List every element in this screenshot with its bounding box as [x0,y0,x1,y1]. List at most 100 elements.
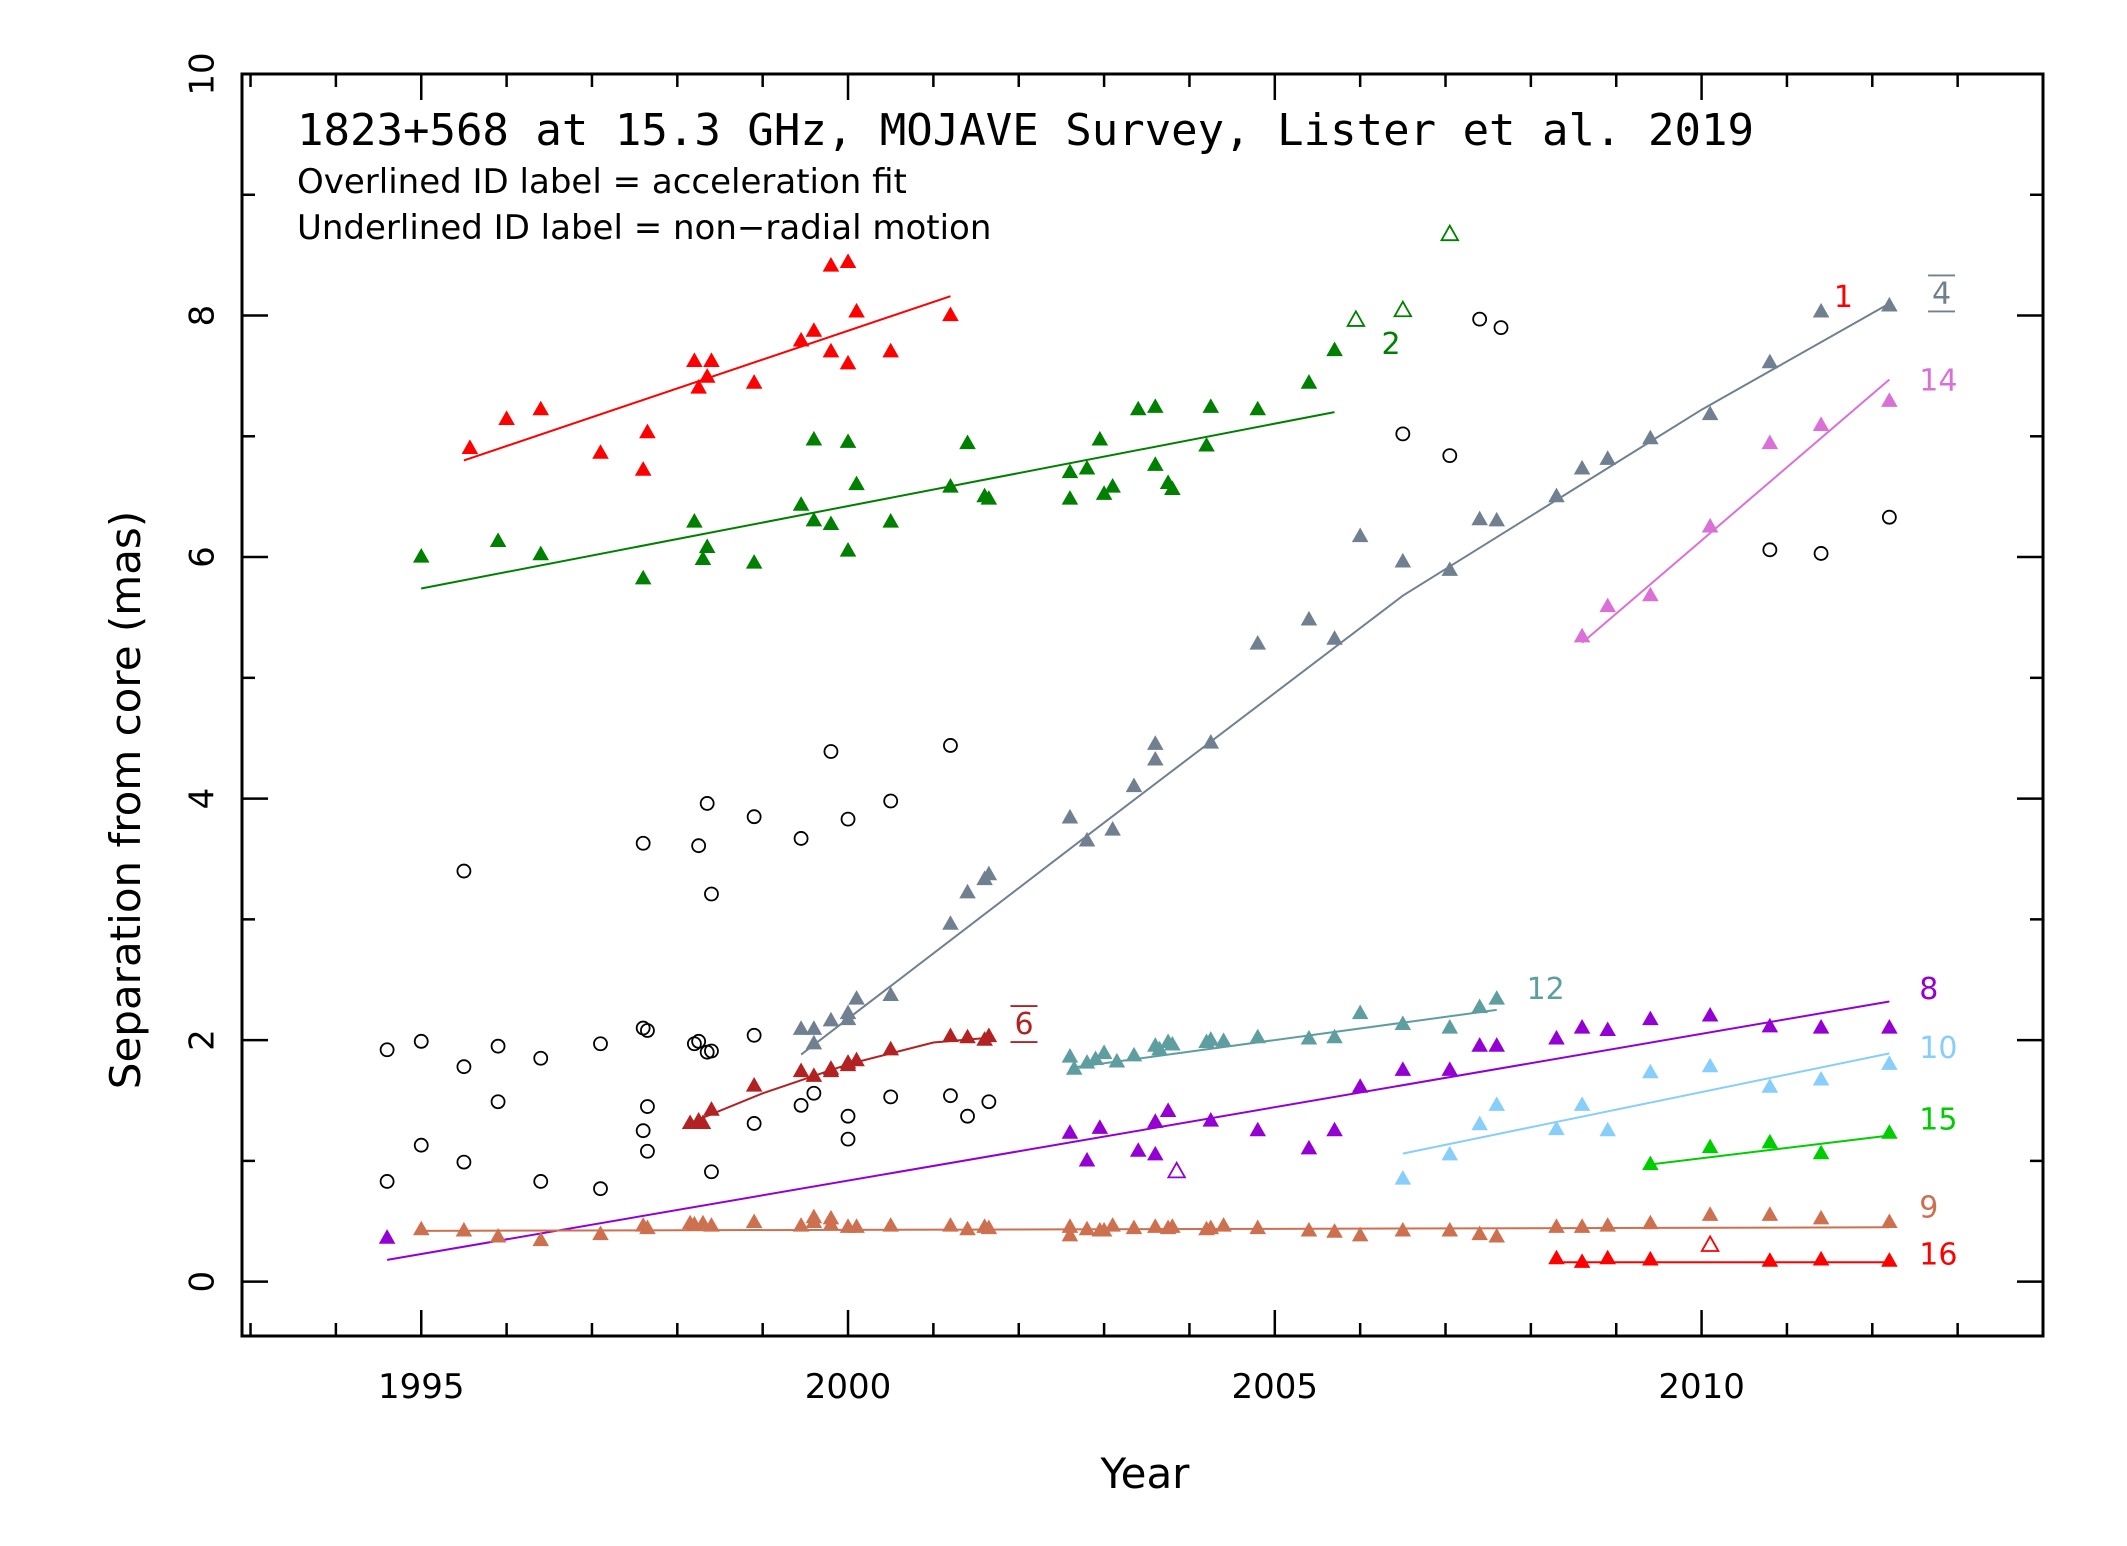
unassigned-point [533,1174,549,1189]
y-tick-label: 10 [183,52,223,95]
point-4 [1125,777,1143,793]
series-label-6: 6 [1014,1007,1033,1042]
point-4 [1441,561,1459,576]
x-tick-label: 2010 [1658,1367,1745,1407]
unassigned-point [840,1131,856,1147]
point-14 [1642,586,1659,602]
point-14 [1573,627,1591,643]
point-4 [792,1020,810,1035]
point-1 [703,352,720,368]
point-9 [1104,1217,1121,1232]
point-8 [1642,1010,1659,1026]
point-12 [1151,1040,1168,1056]
unassigned-point [840,1108,856,1124]
unassigned-point [1472,311,1488,327]
point-4 [959,883,976,899]
unassigned-point [746,809,762,825]
point-9 [1441,1221,1459,1237]
axis-ticks [242,72,2045,1336]
point-9 [1061,1218,1079,1233]
legend-note-nonradial: Underlined ID label = non−radial motion [297,208,991,248]
unassigned-point [640,1099,655,1114]
point-6 [805,1067,823,1082]
point-10 [1471,1115,1488,1131]
unassigned-point [806,1085,822,1101]
point-2 [1300,374,1318,389]
unassigned-point [793,831,809,846]
point-12 [1471,998,1488,1014]
series-label-4: 4 [1932,276,1951,311]
point-4 [1104,820,1121,836]
point-15 [1812,1144,1830,1160]
point-8 [378,1229,396,1244]
point-9 [848,1218,865,1233]
fit-line-15 [1650,1134,1890,1166]
point-8 [1249,1121,1267,1137]
point-9 [1573,1218,1591,1233]
point-15 [1881,1124,1898,1139]
point-10 [1394,1170,1412,1185]
point-9 [1642,1214,1659,1230]
point-4 [822,1011,840,1027]
point-6 [959,1028,976,1044]
unassigned-point [456,1059,472,1075]
point-2 [1198,436,1215,452]
point-14 [1599,597,1616,613]
point-10 [1488,1096,1506,1111]
x-tick-label: 2005 [1232,1367,1319,1407]
point-12 [1215,1032,1232,1047]
y-tick-label: 6 [183,546,223,568]
point-9 [1147,1218,1164,1233]
unassigned-point [840,811,856,827]
point-8 [1701,1006,1719,1022]
point-2 [489,532,507,547]
point-12 [1065,1060,1083,1075]
point-2 [686,513,703,528]
point-4 [1202,734,1220,749]
point-9 [882,1217,899,1232]
unassigned-point [640,1143,655,1159]
point-1 [639,423,656,439]
point-4 [1147,735,1164,750]
unassigned-point [883,1089,899,1105]
point-6 [848,1051,865,1067]
point-4 [1147,750,1164,766]
point-9 [1300,1221,1318,1237]
point-2 [1078,459,1096,475]
unassigned-point [379,1174,395,1189]
point-10 [1701,1057,1719,1073]
point-9 [805,1213,823,1229]
unassigned-point [746,1116,762,1131]
chart-title: 1823+568 at 15.3 GHz, MOJAVE Survey, Lis… [297,105,1754,156]
fit-line-10 [1402,1052,1890,1155]
point-15 [1761,1133,1779,1149]
point-1 [592,444,609,459]
point-2 [822,515,840,531]
point-6 [703,1101,720,1116]
point-9 [1215,1217,1232,1232]
point-8 [1351,1078,1369,1093]
point-16 [1812,1250,1830,1266]
point-9 [959,1220,976,1236]
point-9 [1812,1209,1830,1225]
legend-note-acceleration: Overlined ID label = acceleration fit [297,162,907,202]
series-label-15: 15 [1919,1102,1957,1137]
point-4 [1599,450,1616,465]
unassigned-point [704,886,719,902]
point-6 [745,1077,763,1092]
point-12 [1249,1028,1267,1044]
point-2 [745,554,763,569]
point-2 [980,490,998,505]
point-2 [882,513,899,528]
unassigned-point [699,796,715,811]
point-8 [1091,1119,1109,1134]
unassigned-point [456,863,472,879]
point-2 [532,545,550,561]
point-8 [1147,1145,1164,1161]
point-4 [1351,527,1369,543]
point-9 [1125,1219,1143,1235]
point-9 [1249,1219,1267,1235]
point-12 [1087,1050,1104,1066]
point-4 [805,1020,823,1035]
point-6 [694,1114,712,1130]
